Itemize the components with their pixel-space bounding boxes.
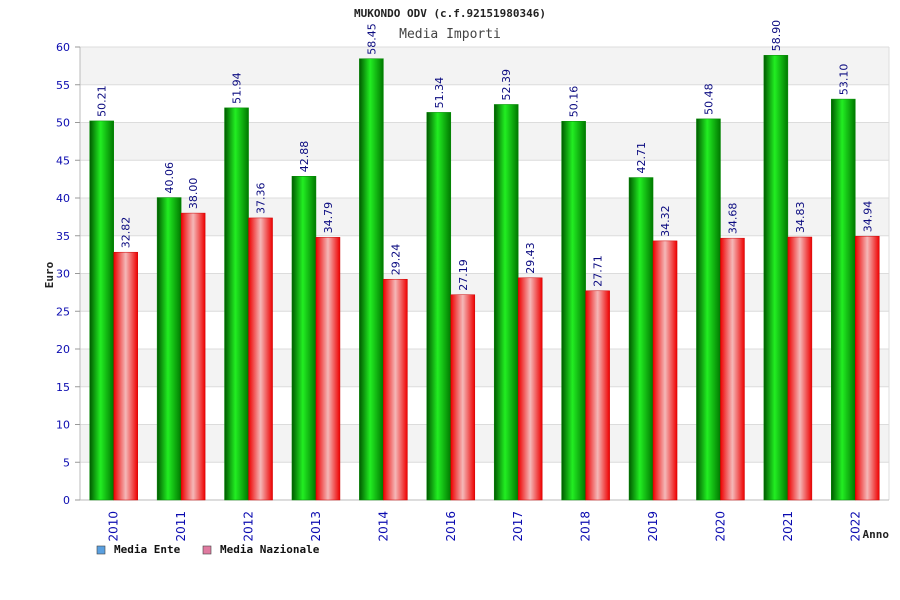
y-axis-ticks: 0 5 10 15 20 25 30 35 40 45 50 55 60 bbox=[56, 41, 80, 507]
x-tick-label: 2020 bbox=[713, 511, 727, 542]
value-label-media-nazionale-2013: 34.79 bbox=[322, 202, 335, 234]
value-label-media-ente-2011: 40.06 bbox=[163, 162, 176, 194]
bar-media-nazionale-2010 bbox=[113, 251, 138, 501]
bar-media-ente-2022 bbox=[831, 98, 856, 501]
y-tick-label: 60 bbox=[56, 41, 70, 54]
bar-media-ente-2018 bbox=[561, 121, 586, 501]
chart-title: MUKONDO ODV (c.f.92151980346) bbox=[354, 7, 546, 20]
bar-media-nazionale-2021 bbox=[787, 236, 813, 501]
bar-media-nazionale-2016 bbox=[450, 294, 476, 501]
chart-subtitle: Media Importi bbox=[399, 27, 501, 42]
value-label-media-ente-2016: 51.34 bbox=[433, 77, 446, 109]
value-label-media-nazionale-2020: 34.68 bbox=[726, 203, 739, 235]
bar-media-nazionale-2014 bbox=[383, 278, 408, 501]
value-label-media-ente-2018: 50.16 bbox=[568, 86, 581, 118]
x-tick-label: 2022 bbox=[848, 511, 862, 542]
value-label-media-nazionale-2014: 29.24 bbox=[389, 244, 402, 276]
y-tick-label: 0 bbox=[63, 494, 70, 507]
x-tick-label: 2014 bbox=[376, 511, 390, 542]
y-tick-label: 55 bbox=[56, 79, 70, 92]
value-label-media-nazionale-2022: 34.94 bbox=[861, 201, 874, 233]
y-tick-label: 30 bbox=[56, 268, 70, 281]
value-label-media-ente-2013: 42.88 bbox=[298, 141, 311, 173]
bar-media-ente-2013 bbox=[291, 176, 317, 501]
x-tick-label: 2010 bbox=[107, 511, 121, 542]
plot-band bbox=[80, 424, 889, 463]
bar-media-nazionale-2018 bbox=[585, 290, 610, 501]
x-axis-label: Anno bbox=[863, 528, 890, 541]
value-label-media-ente-2019: 42.71 bbox=[635, 142, 648, 174]
bars bbox=[89, 55, 880, 501]
value-label-media-ente-2020: 50.48 bbox=[702, 83, 715, 115]
value-labels: 50.21 32.82 40.06 38.00 51.94 37.36 42.88 34.79… bbox=[96, 20, 875, 291]
x-tick-label: 2011 bbox=[174, 511, 188, 542]
value-label-media-ente-2022: 53.10 bbox=[837, 64, 850, 96]
value-label-media-ente-2017: 52.39 bbox=[500, 69, 513, 101]
plot-band bbox=[80, 122, 889, 161]
x-tick-label: 2013 bbox=[309, 511, 323, 542]
y-tick-label: 10 bbox=[56, 419, 70, 432]
bar-media-ente-2010 bbox=[89, 120, 114, 501]
value-label-media-ente-2014: 58.45 bbox=[365, 23, 378, 55]
x-tick-label: 2019 bbox=[646, 511, 660, 542]
x-tick-label: 2012 bbox=[242, 511, 256, 542]
bar-media-nazionale-2022 bbox=[855, 235, 880, 501]
value-label-media-ente-2010: 50.21 bbox=[96, 85, 109, 117]
y-tick-label: 45 bbox=[56, 154, 70, 167]
legend: Media Ente Media Nazionale bbox=[96, 543, 320, 556]
bar-media-ente-2016 bbox=[426, 112, 452, 501]
x-tick-label: 2018 bbox=[579, 511, 593, 542]
bar-media-nazionale-2019 bbox=[652, 240, 678, 501]
bar-media-nazionale-2017 bbox=[517, 277, 543, 501]
legend-label-media-nazionale: Media Nazionale bbox=[220, 543, 320, 556]
plot-band bbox=[80, 349, 889, 387]
y-axis-label: Euro bbox=[43, 261, 56, 288]
x-tick-label: 2016 bbox=[444, 511, 458, 542]
y-tick-label: 25 bbox=[56, 305, 70, 318]
y-tick-label: 15 bbox=[56, 381, 70, 394]
value-label-media-nazionale-2021: 34.83 bbox=[794, 202, 807, 234]
bar-media-ente-2014 bbox=[359, 58, 384, 501]
plot-band bbox=[80, 198, 889, 236]
bar-media-nazionale-2012 bbox=[248, 217, 273, 501]
bar-media-ente-2011 bbox=[156, 197, 182, 501]
bar-media-ente-2019 bbox=[628, 177, 654, 501]
value-label-media-nazionale-2019: 34.32 bbox=[659, 205, 672, 237]
bar-media-nazionale-2020 bbox=[720, 237, 745, 501]
value-label-media-nazionale-2017: 29.43 bbox=[524, 242, 537, 274]
value-label-media-nazionale-2011: 38.00 bbox=[187, 178, 200, 210]
y-tick-label: 40 bbox=[56, 192, 70, 205]
y-tick-label: 35 bbox=[56, 230, 70, 243]
value-label-media-nazionale-2010: 32.82 bbox=[120, 217, 133, 249]
x-tick-label: 2017 bbox=[511, 511, 525, 542]
y-tick-label: 5 bbox=[63, 456, 70, 469]
bar-media-ente-2017 bbox=[493, 104, 519, 501]
plot-band bbox=[80, 273, 889, 312]
x-tick-label: 2021 bbox=[781, 511, 795, 542]
legend-label-media-ente: Media Ente bbox=[114, 543, 181, 556]
value-label-media-nazionale-2018: 27.71 bbox=[592, 255, 605, 287]
bar-media-nazionale-2011 bbox=[180, 212, 206, 501]
y-tick-label: 20 bbox=[56, 343, 70, 356]
value-label-media-ente-2012: 51.94 bbox=[231, 72, 244, 104]
bar-media-nazionale-2013 bbox=[315, 237, 341, 501]
bar-media-ente-2012 bbox=[224, 107, 249, 501]
legend-swatch-media-ente bbox=[96, 545, 106, 555]
value-label-media-ente-2021: 58.90 bbox=[770, 20, 783, 52]
bar-media-ente-2021 bbox=[763, 55, 789, 501]
legend-swatch-media-nazionale bbox=[202, 545, 212, 555]
plot-band bbox=[80, 47, 889, 85]
grid bbox=[79, 46, 890, 501]
bar-media-ente-2020 bbox=[696, 118, 721, 501]
value-label-media-nazionale-2012: 37.36 bbox=[255, 182, 268, 214]
x-axis-ticks: 2010 2011 2012 2013 2014 2016 2017 2018 2019 2020… bbox=[107, 511, 863, 542]
value-label-media-nazionale-2016: 27.19 bbox=[457, 259, 470, 291]
y-tick-label: 50 bbox=[56, 117, 70, 130]
